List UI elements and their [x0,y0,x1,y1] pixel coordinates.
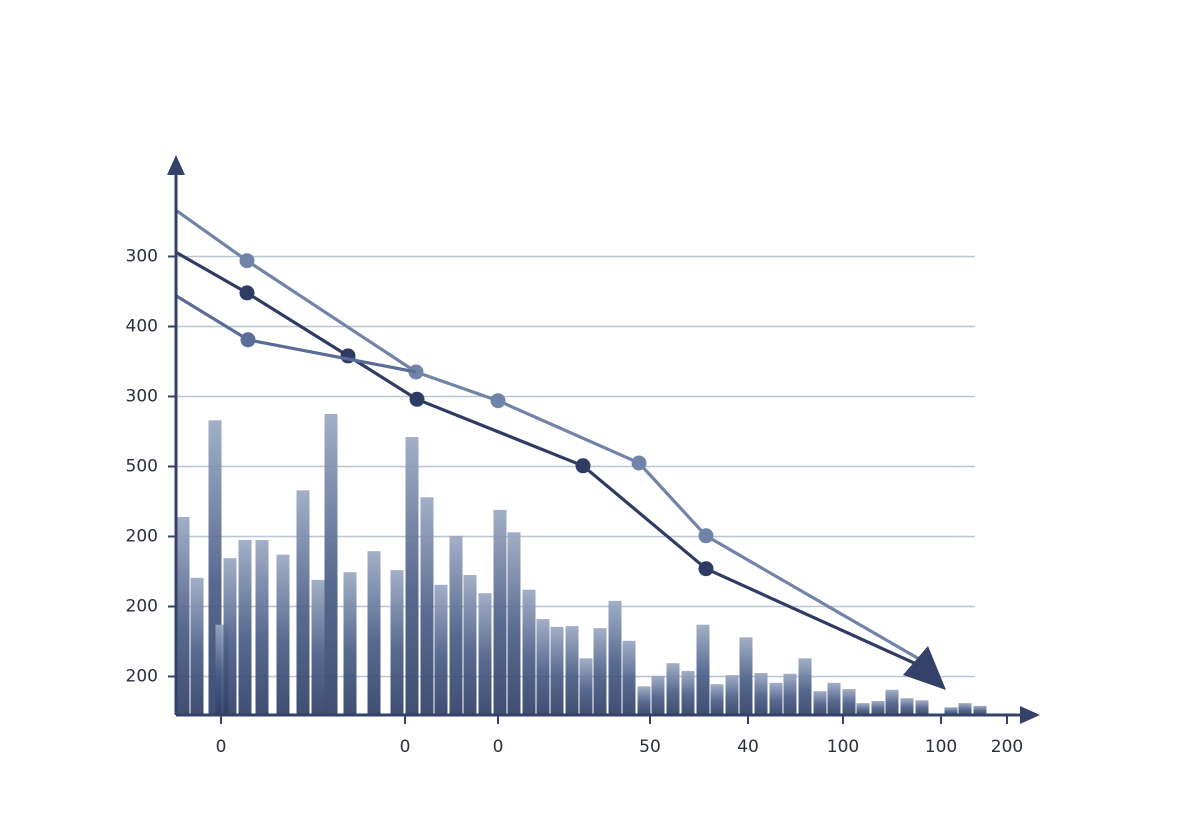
y-tick-label: 300 [126,387,158,407]
line-point [698,528,714,544]
bar [296,490,310,715]
line-point [698,561,714,577]
y-tick-label: 300 [126,247,158,267]
bar [536,619,550,715]
bar [390,570,404,715]
grid [176,255,975,678]
bar [710,684,724,715]
bar [176,516,190,715]
bar [449,535,463,715]
bar [754,673,768,715]
bar [238,540,252,715]
x-tick-label: 100 [827,737,859,757]
bar [885,689,899,715]
line-point [631,455,647,471]
bar [958,703,972,715]
axes: 200 200 200 500 300 400 300 0 0 0 50 40 100 100 200 [126,155,1040,757]
x-axis-arrow [1020,706,1040,724]
bar [739,637,753,715]
line-point [239,253,255,269]
bar [871,701,885,715]
bar [813,691,827,715]
x-tick-label: 100 [925,737,957,757]
bar [478,593,492,715]
x-tick-label: 0 [216,737,227,757]
bar [463,575,477,715]
line [175,294,417,374]
bar [311,579,325,715]
bar [324,414,338,715]
bar [681,670,695,715]
bar [190,577,204,715]
bars [176,414,987,715]
x-tick-label: 0 [400,737,411,757]
lines [175,208,946,690]
line-point [409,391,425,407]
bar [651,675,665,715]
bar [944,707,958,715]
bar [842,689,856,715]
bar [223,558,237,715]
bar [255,540,269,715]
bar [900,698,914,715]
trend-arrowhead [903,646,946,690]
y-tick-label: 400 [126,317,158,337]
y-tick-label: 200 [126,597,158,617]
bar [507,532,521,715]
bar [522,589,536,715]
bar [637,686,651,715]
line-point [239,285,255,301]
bar [856,703,870,715]
bar [593,628,607,715]
bar [565,626,579,715]
bar [608,600,622,715]
y-axis-arrow [167,155,185,175]
bar [696,624,710,715]
line-point [575,458,591,474]
x-tick-label: 0 [493,737,504,757]
bar [343,572,357,715]
line-point [490,393,506,409]
bar [579,658,593,715]
bar [783,673,797,715]
bar [550,626,564,715]
y-tick-label: 200 [126,667,158,687]
bar [276,554,290,715]
bar [666,663,680,715]
bar [798,658,812,715]
bar [769,682,783,715]
y-tick-label: 200 [126,527,158,547]
x-tick-label: 200 [991,737,1023,757]
x-tick-label: 50 [639,737,661,757]
bar [915,700,929,715]
bar [622,640,636,715]
line-point [240,332,256,348]
bar [367,551,381,715]
bar [725,675,739,715]
y-tick-label: 500 [126,457,158,477]
bar [827,682,841,715]
x-tick-label: 40 [737,737,759,757]
bar [493,509,507,715]
bar [434,584,448,715]
bar [420,497,434,715]
bar [405,437,419,715]
bar [973,705,987,715]
